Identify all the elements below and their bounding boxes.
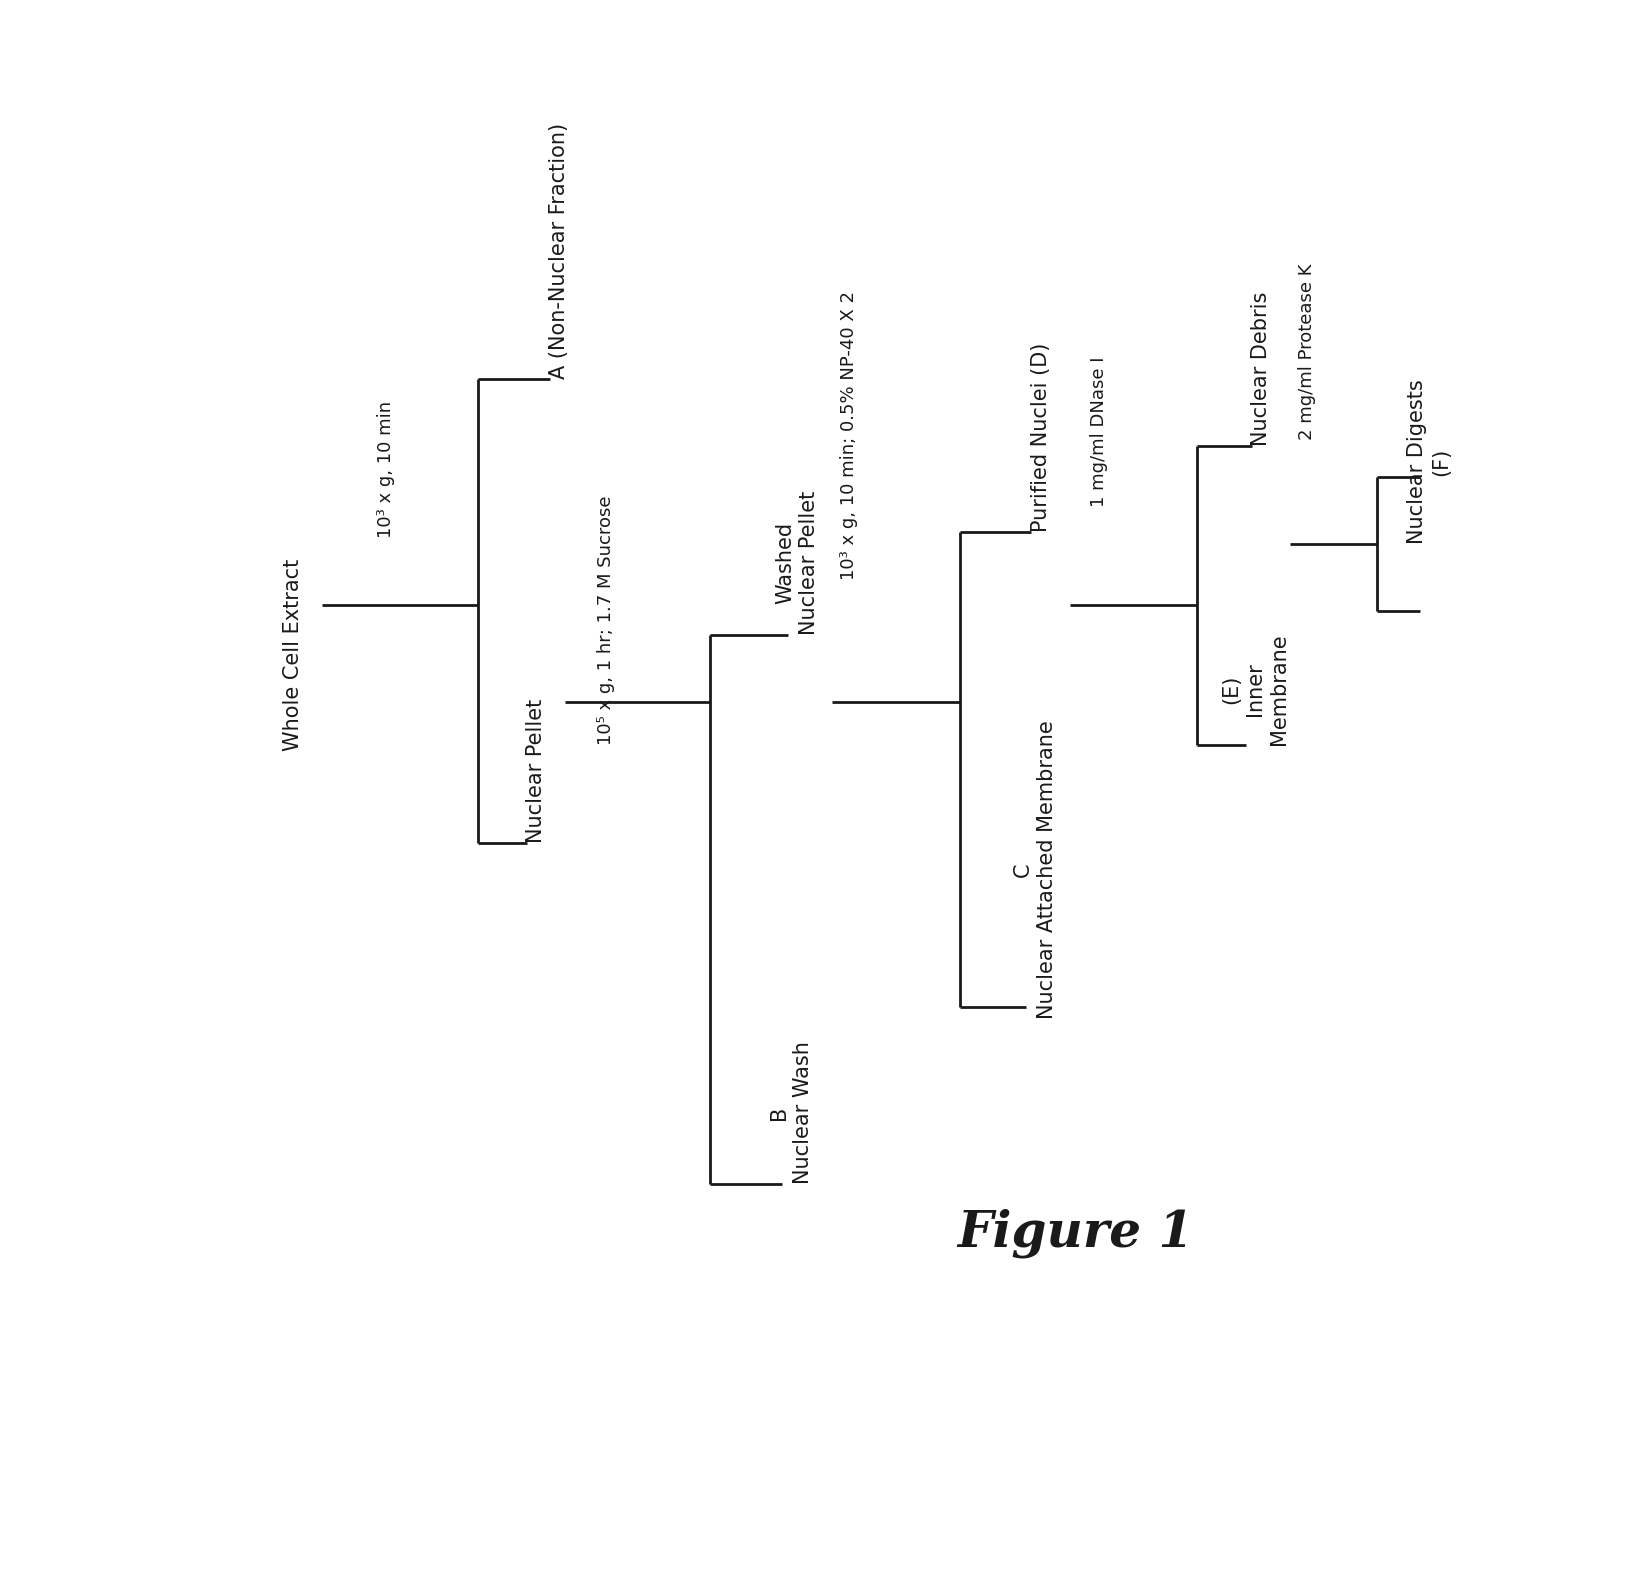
- Text: 10³ x g, 10 min: 10³ x g, 10 min: [377, 401, 395, 537]
- Text: Nuclear Debris: Nuclear Debris: [1251, 291, 1271, 447]
- Text: (E)
Inner
Membrane: (E) Inner Membrane: [1221, 634, 1289, 744]
- Text: Figure 1: Figure 1: [958, 1209, 1193, 1258]
- Text: Nuclear Digests
(F): Nuclear Digests (F): [1407, 379, 1452, 543]
- Text: A (Non-Nuclear Fraction): A (Non-Nuclear Fraction): [550, 124, 570, 379]
- Text: Nuclear Pellet: Nuclear Pellet: [527, 699, 546, 843]
- Text: Washed
Nuclear Pellet: Washed Nuclear Pellet: [775, 491, 820, 635]
- Text: C
Nuclear Attached Membrane: C Nuclear Attached Membrane: [1012, 721, 1057, 1020]
- Text: Whole Cell Extract: Whole Cell Extract: [283, 559, 303, 751]
- Text: B
Nuclear Wash: B Nuclear Wash: [769, 1041, 813, 1185]
- Text: 1 mg/ml DNase I: 1 mg/ml DNase I: [1090, 356, 1108, 507]
- Text: 10⁵ x g, 1 hr; 1.7 M Sucrose: 10⁵ x g, 1 hr; 1.7 M Sucrose: [597, 496, 616, 744]
- Text: Purified Nuclei (D): Purified Nuclei (D): [1030, 342, 1050, 532]
- Text: 2 mg/ml Protease K: 2 mg/ml Protease K: [1299, 263, 1317, 440]
- Text: 10³ x g, 10 min; 0.5% NP-40 X 2: 10³ x g, 10 min; 0.5% NP-40 X 2: [841, 291, 858, 580]
